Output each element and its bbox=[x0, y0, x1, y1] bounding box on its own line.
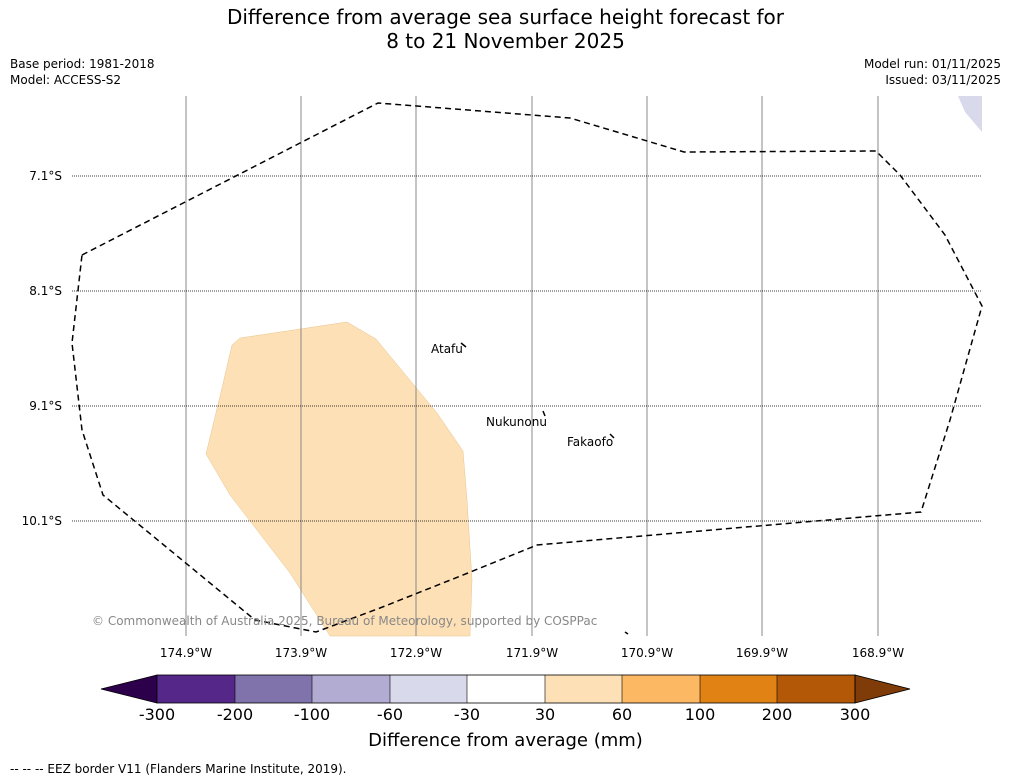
colorbar-bin bbox=[157, 675, 235, 703]
eez-border bbox=[71, 102, 983, 633]
meta-left: Base period: 1981-2018 Model: ACCESS-S2 bbox=[10, 56, 155, 88]
meta-right: Model run: 01/11/2025 Issued: 03/11/2025 bbox=[864, 56, 1001, 88]
colorbar-tick: -100 bbox=[293, 705, 331, 724]
eez-legend-note: -- -- -- EEZ border V11 (Flanders Marine… bbox=[10, 762, 347, 776]
chart-title: Difference from average sea surface heig… bbox=[0, 5, 1011, 53]
colorbar-tick: 300 bbox=[839, 705, 871, 724]
colorbar-bin bbox=[622, 675, 700, 703]
lat-label: 10.1°S bbox=[21, 514, 62, 528]
colorbar-bin bbox=[467, 675, 545, 703]
lon-label: 168.9°W bbox=[851, 646, 905, 660]
colorbar-tick: 200 bbox=[761, 705, 793, 724]
colorbar-bin bbox=[312, 675, 390, 703]
copyright-notice: © Commonwealth of Australia 2025, Bureau… bbox=[92, 614, 598, 628]
issued-date: Issued: 03/11/2025 bbox=[885, 73, 1001, 87]
anomaly-region-positive bbox=[205, 321, 473, 637]
place-label-atafu: Atafu bbox=[431, 342, 463, 356]
colorbar-tick: -200 bbox=[216, 705, 254, 724]
model-run: Model run: 01/11/2025 bbox=[863, 57, 1001, 71]
nukunonu-atoll-shape bbox=[542, 410, 546, 417]
colorbar-bin bbox=[235, 675, 312, 703]
colorbar-extend-high bbox=[854, 674, 911, 704]
islet-shape bbox=[624, 631, 629, 635]
colorbar-bin bbox=[390, 675, 467, 703]
lat-label: 8.1°S bbox=[29, 284, 62, 298]
colorbar-bin bbox=[700, 675, 777, 703]
colorbar-frame bbox=[156, 674, 856, 704]
colorbar-tick: 100 bbox=[684, 705, 716, 724]
colorbar-label: Difference from average (mm) bbox=[368, 730, 643, 751]
base-period: Base period: 1981-2018 bbox=[10, 57, 155, 71]
lon-label: 171.9°W bbox=[505, 646, 559, 660]
lon-label: 174.9°W bbox=[159, 646, 213, 660]
place-label-fakaofo: Fakaofo bbox=[567, 435, 614, 449]
latitude-gridlines bbox=[72, 175, 982, 522]
colorbar bbox=[100, 674, 911, 704]
longitude-gridlines bbox=[185, 96, 879, 636]
atafu-atoll-shape bbox=[460, 342, 467, 348]
title-line-1: Difference from average sea surface heig… bbox=[226, 5, 785, 29]
fakaofo-atoll-shape bbox=[609, 433, 615, 439]
lat-label: 7.1°S bbox=[29, 169, 62, 183]
colorbar-tick: 30 bbox=[534, 705, 556, 724]
place-label-nukunonu: Nukunonu bbox=[486, 415, 547, 429]
lat-label: 9.1°S bbox=[29, 399, 62, 413]
colorbar-bin bbox=[545, 675, 622, 703]
colorbar-tick: -60 bbox=[376, 705, 404, 724]
lon-label: 172.9°W bbox=[389, 646, 443, 660]
title-line-2: 8 to 21 November 2025 bbox=[386, 29, 625, 53]
anomaly-region-negative bbox=[958, 96, 982, 132]
colorbar-tick: -300 bbox=[138, 705, 176, 724]
colorbar-tick: 60 bbox=[611, 705, 633, 724]
colorbar-tick: -30 bbox=[453, 705, 481, 724]
model-name: Model: ACCESS-S2 bbox=[10, 73, 122, 87]
lon-label: 173.9°W bbox=[274, 646, 328, 660]
colorbar-bin bbox=[777, 675, 855, 703]
lon-label: 169.9°W bbox=[735, 646, 789, 660]
colorbar-extend-low bbox=[100, 674, 158, 704]
lon-label: 170.9°W bbox=[620, 646, 674, 660]
